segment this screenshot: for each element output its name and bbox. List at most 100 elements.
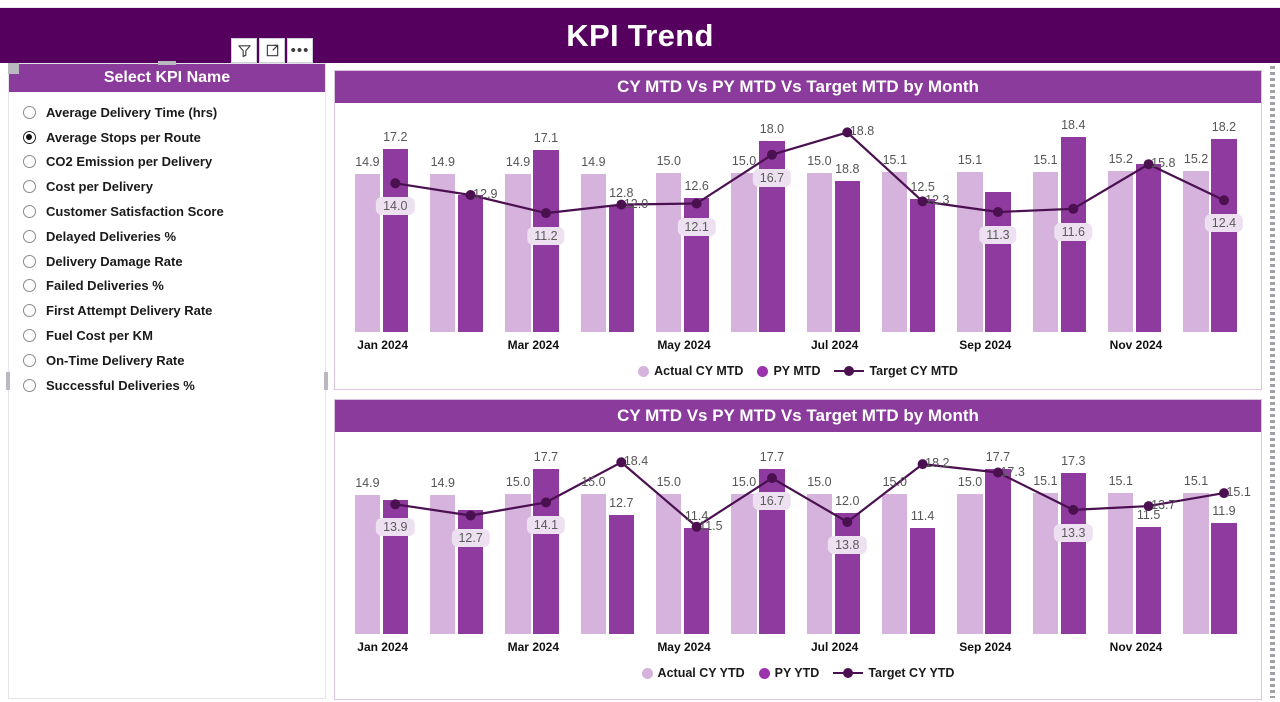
bar-actual-6[interactable] (806, 494, 833, 634)
target-marker-8[interactable] (993, 467, 1003, 478)
target-marker-0[interactable] (390, 178, 401, 189)
filter-icon[interactable] (231, 38, 257, 63)
bar-actual-4[interactable] (656, 494, 682, 634)
kpi-option-4[interactable]: Customer Satisfaction Score (23, 199, 325, 224)
bar-py-7[interactable] (910, 199, 936, 332)
focus-mode-icon[interactable] (259, 38, 285, 63)
page-vertical-scrollbar[interactable] (1268, 66, 1277, 698)
target-marker-4[interactable] (691, 521, 702, 532)
bar-actual-8[interactable] (957, 494, 983, 634)
radio-button-icon[interactable] (23, 353, 36, 367)
radio-button-icon[interactable] (23, 180, 36, 194)
legend-item-target[interactable]: Target CY YTD (833, 666, 954, 680)
bar-actual-7[interactable] (882, 171, 908, 332)
radio-button-icon[interactable] (23, 229, 36, 243)
legend-item-actual[interactable]: Actual CY MTD (638, 364, 743, 378)
kpi-option-6[interactable]: Delivery Damage Rate (23, 249, 325, 274)
bar-actual-5[interactable] (731, 172, 757, 332)
bar-actual-0[interactable] (354, 494, 381, 634)
legend-item-py[interactable]: PY YTD (758, 666, 819, 680)
kpi-option-7[interactable]: Failed Deliveries % (23, 274, 325, 299)
bar-actual-9[interactable] (1032, 171, 1059, 332)
bar-actual-4[interactable] (656, 172, 682, 332)
bar-py-1[interactable] (458, 195, 484, 332)
bar-actual-10[interactable] (1108, 170, 1134, 332)
bar-actual-5[interactable] (731, 494, 757, 634)
target-marker-9[interactable] (1068, 203, 1079, 214)
bar-py-9[interactable] (1060, 472, 1086, 634)
target-marker-9[interactable] (1068, 504, 1079, 515)
bar-actual-9[interactable] (1032, 493, 1059, 634)
target-marker-8[interactable] (993, 207, 1003, 217)
bar-py-11[interactable] (1211, 522, 1237, 634)
target-marker-7[interactable] (917, 196, 928, 207)
legend-item-py[interactable]: PY MTD (757, 364, 820, 378)
kpi-option-list[interactable]: Average Delivery Time (hrs) Average Stops… (9, 92, 325, 398)
bar-actual-10[interactable] (1108, 493, 1134, 634)
radio-button-icon[interactable] (23, 254, 36, 268)
more-options-icon[interactable]: ••• (287, 38, 313, 63)
target-marker-7[interactable] (917, 459, 928, 470)
bar-py-6[interactable] (834, 181, 860, 332)
radio-button-icon[interactable] (23, 205, 36, 219)
bar-py-10[interactable] (1136, 164, 1162, 332)
legend-item-actual[interactable]: Actual CY YTD (641, 666, 745, 680)
target-marker-1[interactable] (465, 510, 476, 521)
target-marker-10[interactable] (1143, 501, 1154, 512)
kpi-option-5[interactable]: Delayed Deliveries % (23, 224, 325, 249)
target-marker-3[interactable] (616, 199, 627, 210)
target-marker-1[interactable] (465, 190, 476, 200)
kpi-option-10[interactable]: On-Time Delivery Rate (23, 348, 325, 373)
kpi-option-9[interactable]: Fuel Cost per KM (23, 323, 325, 348)
target-marker-6[interactable] (842, 517, 853, 527)
legend-item-target[interactable]: Target CY MTD (834, 364, 958, 378)
bar-actual-3[interactable] (580, 494, 607, 634)
slicer-resize-handle-right[interactable] (324, 372, 328, 390)
bar-actual-0[interactable] (354, 173, 381, 332)
bar-actual-3[interactable] (580, 173, 607, 332)
bar-py-7[interactable] (910, 527, 936, 634)
target-marker-5[interactable] (767, 149, 777, 160)
bar-py-10[interactable] (1136, 526, 1162, 634)
bar-py-6[interactable] (834, 512, 860, 634)
kpi-option-2[interactable]: CO2 Emission per Delivery (23, 150, 325, 175)
bar-py-11[interactable] (1211, 138, 1237, 332)
chart-legend-mtd[interactable]: Actual CY MTD PY MTD Target CY MTD (335, 358, 1261, 384)
bar-actual-1[interactable] (430, 173, 456, 332)
target-marker-4[interactable] (691, 198, 702, 209)
radio-button-icon[interactable] (23, 105, 36, 119)
target-marker-11[interactable] (1219, 488, 1229, 499)
target-marker-3[interactable] (616, 457, 627, 468)
bar-actual-2[interactable] (505, 494, 531, 634)
bar-actual-6[interactable] (806, 172, 833, 332)
target-marker-5[interactable] (767, 473, 777, 484)
radio-button-icon[interactable] (23, 378, 36, 392)
target-marker-2[interactable] (541, 497, 551, 508)
kpi-option-0[interactable]: Average Delivery Time (hrs) (23, 100, 325, 125)
target-marker-2[interactable] (541, 208, 551, 219)
radio-button-icon[interactable] (23, 130, 36, 144)
bar-py-3[interactable] (608, 515, 634, 634)
kpi-slicer-panel[interactable]: Select KPI Name Average Delivery Time (h… (6, 61, 328, 699)
bar-actual-8[interactable] (957, 171, 983, 332)
bar-py-2[interactable] (533, 468, 559, 634)
bar-py-3[interactable] (608, 204, 634, 332)
slicer-resize-handle-left[interactable] (6, 372, 10, 390)
bar-actual-11[interactable] (1183, 493, 1209, 634)
radio-button-icon[interactable] (23, 329, 36, 343)
radio-button-icon[interactable] (23, 155, 36, 169)
bar-actual-1[interactable] (430, 494, 456, 634)
bar-actual-7[interactable] (882, 494, 908, 634)
chart-legend-ytd[interactable]: Actual CY YTD PY YTD Target CY YTD (335, 660, 1261, 686)
target-marker-6[interactable] (842, 127, 853, 138)
target-marker-0[interactable] (390, 499, 401, 510)
visual-header-toolbar[interactable]: ••• (231, 38, 313, 63)
kpi-option-1[interactable]: Average Stops per Route (23, 125, 325, 150)
target-marker-11[interactable] (1219, 195, 1229, 206)
bar-py-8[interactable] (985, 468, 1011, 634)
radio-button-icon[interactable] (23, 279, 36, 293)
radio-button-icon[interactable] (23, 304, 36, 318)
slicer-resize-handle-topleft[interactable] (8, 63, 19, 74)
kpi-option-3[interactable]: Cost per Delivery (23, 174, 325, 199)
target-marker-10[interactable] (1143, 159, 1154, 170)
